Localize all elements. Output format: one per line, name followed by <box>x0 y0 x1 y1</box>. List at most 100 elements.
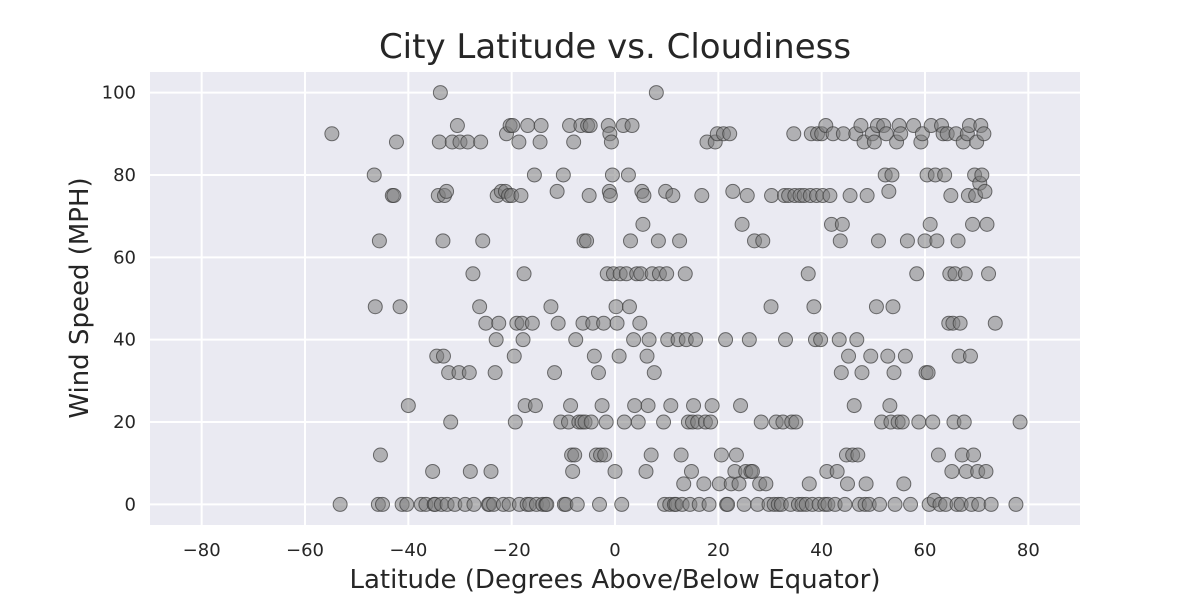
data-point <box>871 233 886 249</box>
data-point <box>929 233 945 249</box>
data-point <box>952 315 968 331</box>
data-point <box>543 299 559 315</box>
data-point <box>911 414 927 430</box>
data-point <box>611 348 627 364</box>
data-point <box>894 414 910 430</box>
data-point <box>620 167 636 183</box>
data-point <box>586 348 602 364</box>
data-point <box>950 233 966 249</box>
data-point <box>659 266 675 282</box>
data-point <box>621 299 637 315</box>
data-point <box>701 496 717 512</box>
data-point <box>806 299 822 315</box>
data-point <box>686 398 702 414</box>
x-tick-label: −80 <box>183 540 221 561</box>
data-point <box>627 398 643 414</box>
x-tick-label: 60 <box>914 540 937 561</box>
y-tick-labels: 0 20 40 60 80 100 <box>102 83 136 516</box>
data-point <box>473 134 489 150</box>
data-point <box>461 365 477 381</box>
x-tick-labels: −80 −60 −40 −20 0 20 40 60 80 <box>183 540 1040 561</box>
data-point <box>663 398 679 414</box>
data-point <box>507 414 523 430</box>
data-point <box>800 266 816 282</box>
data-point <box>974 167 990 183</box>
data-point <box>881 183 897 199</box>
data-point <box>937 167 953 183</box>
data-point <box>965 216 981 232</box>
data-point <box>597 447 613 463</box>
data-point <box>641 332 657 348</box>
data-point <box>609 315 625 331</box>
data-point <box>672 233 688 249</box>
data-point <box>367 299 383 315</box>
data-point <box>683 463 699 479</box>
data-point <box>520 118 536 134</box>
x-tick-label: 20 <box>707 540 730 561</box>
data-point <box>630 414 646 430</box>
data-point <box>822 188 838 204</box>
data-point <box>478 315 494 331</box>
data-point <box>755 233 771 249</box>
chart-title: City Latitude vs. Cloudiness <box>379 27 851 67</box>
data-point <box>435 233 451 249</box>
data-point <box>744 463 760 479</box>
data-point <box>491 315 507 331</box>
data-point <box>388 134 404 150</box>
data-point <box>635 216 651 232</box>
data-point <box>432 85 448 101</box>
data-point <box>425 463 441 479</box>
data-point <box>733 398 749 414</box>
data-point <box>483 463 499 479</box>
data-point <box>375 496 390 512</box>
data-point <box>590 365 606 381</box>
data-point <box>505 118 521 134</box>
data-point <box>922 216 938 232</box>
data-point <box>581 188 597 204</box>
data-point <box>978 463 994 479</box>
data-point <box>511 134 527 150</box>
data-point <box>594 398 610 414</box>
data-point <box>887 496 903 512</box>
data-point <box>626 332 642 348</box>
data-point <box>764 188 780 204</box>
y-tick-label: 0 <box>125 494 136 515</box>
data-point <box>567 447 583 463</box>
data-point <box>579 233 595 249</box>
data-point <box>475 233 491 249</box>
data-point <box>569 496 585 512</box>
data-point <box>332 496 348 512</box>
data-point <box>957 266 973 282</box>
data-point <box>487 365 503 381</box>
y-tick-label: 80 <box>113 165 136 186</box>
x-tick-label: 80 <box>1017 540 1040 561</box>
data-point <box>909 266 925 282</box>
data-point <box>976 126 992 142</box>
data-point <box>533 118 549 134</box>
data-point <box>832 233 848 249</box>
data-point <box>868 299 884 315</box>
data-point <box>392 299 408 315</box>
data-point <box>753 414 769 430</box>
y-tick-label: 20 <box>113 412 136 433</box>
data-point <box>372 447 388 463</box>
data-point <box>696 476 712 492</box>
x-tick-label: −40 <box>389 540 427 561</box>
x-tick-label: −20 <box>493 540 531 561</box>
data-point <box>722 126 738 142</box>
x-tick-label: 40 <box>810 540 833 561</box>
data-point <box>897 348 913 364</box>
data-point <box>886 365 902 381</box>
data-point <box>566 134 582 150</box>
data-point <box>555 167 571 183</box>
data-point <box>656 414 672 430</box>
data-point <box>882 398 898 414</box>
data-point <box>778 332 793 348</box>
data-point <box>324 126 340 142</box>
data-point <box>977 183 993 199</box>
data-point <box>829 463 845 479</box>
data-point <box>565 463 581 479</box>
data-point <box>987 315 1003 331</box>
data-point <box>527 398 543 414</box>
